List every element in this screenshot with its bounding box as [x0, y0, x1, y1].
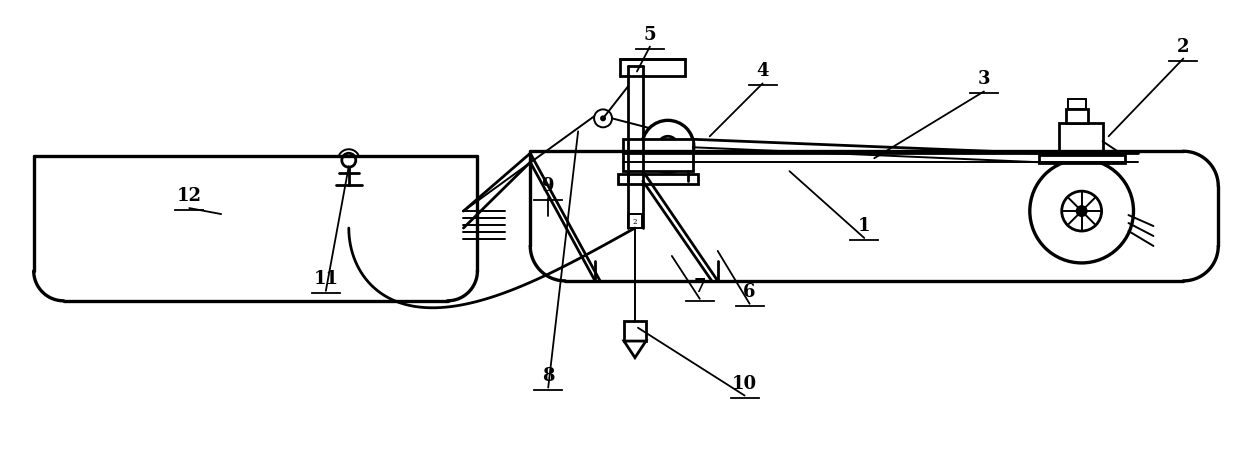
Text: 3: 3 [977, 70, 991, 88]
Circle shape [1076, 207, 1086, 217]
Circle shape [594, 110, 613, 128]
Bar [1059, 124, 1102, 162]
Text: 11: 11 [314, 269, 339, 287]
Text: 6: 6 [743, 282, 756, 300]
Bar [624, 321, 646, 341]
Bar [627, 215, 642, 228]
Bar [618, 175, 698, 185]
Circle shape [1061, 192, 1101, 231]
Text: 1: 1 [858, 217, 870, 235]
Text: 5: 5 [644, 26, 656, 43]
Polygon shape [624, 341, 646, 358]
Circle shape [601, 117, 605, 121]
Text: 2: 2 [1177, 38, 1189, 55]
Text: 2: 2 [632, 218, 637, 226]
Text: 9: 9 [542, 177, 554, 195]
Bar [1068, 100, 1086, 110]
Text: 10: 10 [732, 374, 758, 392]
Circle shape [665, 144, 671, 150]
Bar [620, 60, 684, 77]
Text: 12: 12 [177, 187, 202, 205]
Bar [1039, 156, 1125, 164]
Text: 7: 7 [693, 277, 706, 295]
Circle shape [1029, 160, 1133, 263]
Circle shape [342, 154, 356, 168]
Circle shape [642, 121, 694, 173]
Text: 4: 4 [756, 62, 769, 80]
Circle shape [658, 137, 678, 157]
Bar [1065, 110, 1087, 124]
Bar [622, 140, 693, 172]
Text: 8: 8 [542, 366, 554, 384]
